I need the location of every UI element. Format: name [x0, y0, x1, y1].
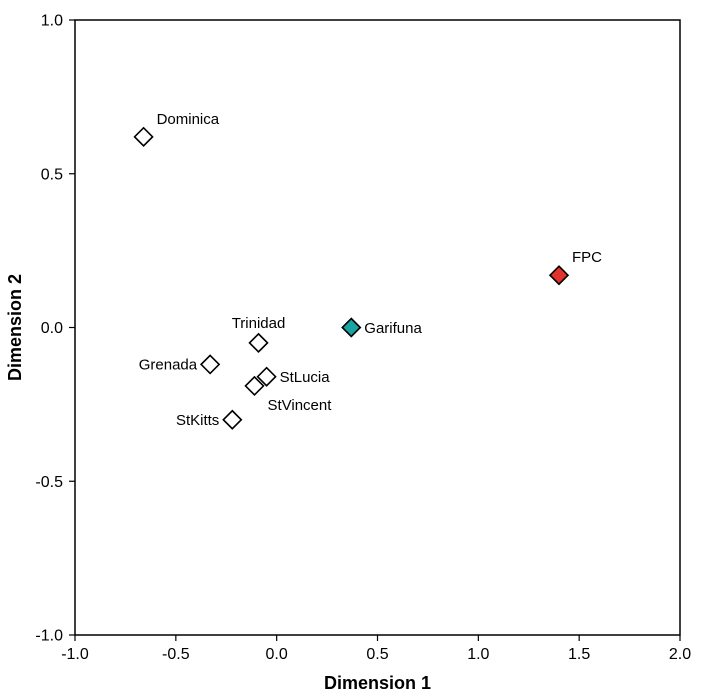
data-point-label: StLucia	[280, 369, 331, 386]
data-point-label: FPC	[572, 249, 602, 266]
y-tick-label: 0.0	[41, 320, 63, 337]
x-axis-label: Dimension 1	[324, 673, 431, 693]
data-point-label: Garifuna	[364, 320, 422, 337]
data-point-label: Grenada	[139, 357, 198, 374]
x-tick-label: 0.0	[266, 646, 288, 663]
x-tick-label: -0.5	[162, 646, 190, 663]
x-tick-label: 1.0	[467, 646, 489, 663]
y-tick-label: 1.0	[41, 13, 63, 30]
data-point-label: Dominica	[157, 111, 220, 128]
x-tick-label: 0.5	[366, 646, 388, 663]
scatter-chart: -1.0 -0.5 0.0 0.5 1.0 1.5 2.0 -1.0 -0.5 0.0 0.5 1.0…	[0, 0, 702, 700]
x-tick-label: 1.5	[568, 646, 590, 663]
y-tick-label: 0.5	[41, 166, 63, 183]
chart-container: -1.0 -0.5 0.0 0.5 1.0 1.5 2.0 -1.0 -0.5 0.0 0.5 1.0…	[0, 0, 702, 700]
x-tick-label: -1.0	[61, 646, 89, 663]
data-point-label: StVincent	[267, 397, 332, 414]
y-tick-label: -1.0	[35, 628, 63, 645]
y-tick-label: -0.5	[35, 474, 63, 491]
data-point-label: Trinidad	[232, 315, 286, 332]
y-axis-label: Dimension 2	[5, 274, 25, 381]
x-tick-label: 2.0	[669, 646, 691, 663]
data-point-label: StKitts	[176, 412, 219, 429]
